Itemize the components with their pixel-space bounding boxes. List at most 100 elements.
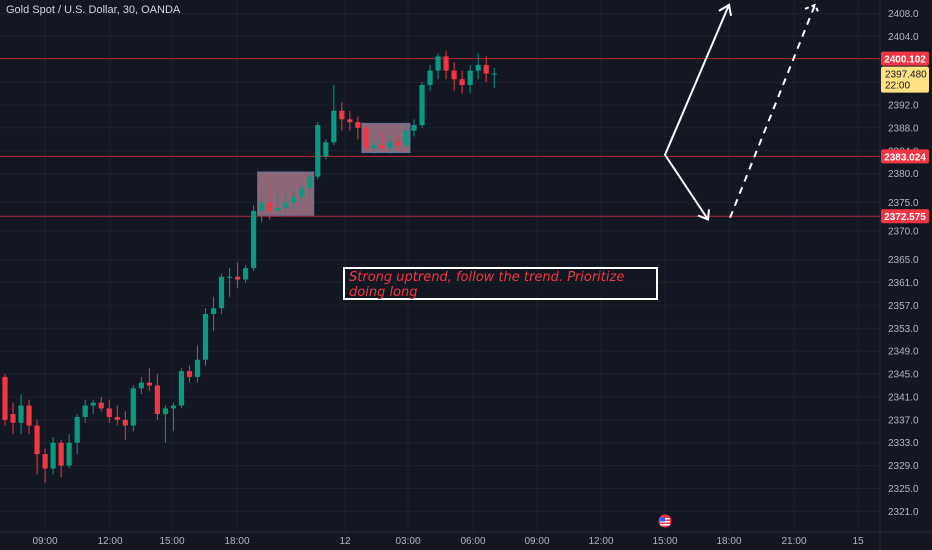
candle-body — [10, 414, 16, 423]
candle-body — [170, 405, 177, 409]
candle-body — [82, 405, 88, 417]
candle-body — [459, 79, 465, 85]
trend-annotation[interactable]: Strong uptrend, follow the trend. Priori… — [343, 267, 658, 300]
candle-body — [347, 119, 353, 123]
candle-body — [371, 145, 377, 148]
candle-body — [363, 127, 369, 148]
candle-body — [251, 210, 257, 269]
candle-body — [419, 84, 425, 126]
candle-body — [234, 276, 241, 280]
candle-body — [307, 176, 313, 189]
candle-body — [130, 388, 136, 426]
projection-arrow-solid — [663, 4, 730, 221]
candle-body — [186, 371, 193, 377]
y-tick-label: 2357.0 — [888, 301, 919, 312]
candle-body — [178, 371, 185, 406]
consolidation-box — [361, 122, 411, 154]
candle-body — [138, 382, 144, 389]
candle-body — [122, 419, 128, 426]
x-tick-label: 15:00 — [159, 536, 184, 547]
y-tick-label: 2337.0 — [888, 415, 919, 426]
arrowhead-up — [718, 3, 732, 17]
x-tick-label: 06:00 — [460, 536, 485, 547]
x-tick-label: 15 — [852, 536, 864, 547]
price-level-label-bg — [881, 209, 929, 224]
price-level-label-bg — [881, 149, 929, 164]
candle-body — [427, 70, 433, 85]
candle-body — [162, 408, 168, 415]
arrowhead-down — [697, 209, 710, 221]
y-tick-label: 2361.0 — [888, 278, 919, 289]
candle-body — [259, 202, 265, 211]
y-tick-label: 2404.0 — [888, 32, 919, 43]
candle-body — [379, 145, 385, 148]
y-tick-label: 2392.0 — [888, 101, 919, 112]
candle-body — [154, 385, 160, 415]
candle-body — [267, 202, 273, 211]
candle-body — [202, 313, 209, 360]
current-price-label-bg — [881, 66, 929, 93]
y-tick-label: 2365.0 — [888, 255, 919, 266]
x-tick-label: 12:00 — [97, 536, 122, 547]
y-tick-label: 2321.0 — [888, 507, 919, 518]
candle-body — [331, 110, 337, 143]
candle-body — [491, 73, 497, 75]
candle-body — [226, 276, 233, 278]
x-tick-label: 12:00 — [588, 536, 613, 547]
y-tick-label: 2353.0 — [888, 324, 919, 335]
candle-body — [2, 376, 8, 420]
candle-body — [467, 70, 473, 85]
candle-body — [243, 268, 249, 280]
candle-body — [66, 442, 72, 466]
candle-body — [355, 122, 361, 128]
price-level-label: 2400.102 — [884, 55, 926, 66]
candle-body — [50, 442, 56, 469]
candle-body — [411, 125, 417, 131]
candle-body — [34, 425, 40, 455]
candle-body — [435, 56, 441, 71]
price-level-label-bg — [881, 51, 929, 66]
y-tick-label: 2329.0 — [888, 461, 919, 472]
candle-body — [106, 408, 112, 417]
candle-body — [299, 188, 305, 197]
candle-body — [218, 276, 225, 309]
candle-body — [74, 416, 80, 443]
chart-title: Gold Spot / U.S. Dollar, 30, OANDA — [6, 4, 181, 16]
x-tick-label: 03:00 — [395, 536, 420, 547]
price-level-label: 2383.024 — [884, 152, 926, 163]
candle-body — [275, 208, 281, 211]
y-tick-label: 2408.0 — [888, 9, 919, 20]
candle-body — [451, 70, 457, 80]
candle-body — [323, 142, 329, 157]
candle-body — [90, 402, 96, 406]
candle-body — [291, 196, 297, 203]
candle-body — [443, 56, 449, 71]
candle-body — [42, 454, 48, 469]
y-tick-label: 2349.0 — [888, 347, 919, 358]
y-tick-label: 2325.0 — [888, 484, 919, 495]
y-tick-label: 2370.0 — [888, 226, 919, 237]
candle-body — [387, 142, 393, 148]
candle-body — [18, 405, 24, 423]
candle-body — [98, 402, 104, 409]
candle-body — [475, 64, 481, 71]
x-tick-label: 09:00 — [524, 536, 549, 547]
candle-body — [210, 308, 217, 314]
price-level-label: 2372.575 — [884, 212, 926, 223]
x-tick-label: 18:00 — [716, 536, 741, 547]
candle-body — [403, 130, 409, 146]
bar-countdown-label: 22:00 — [885, 81, 910, 92]
x-tick-label: 21:00 — [781, 536, 806, 547]
arrowhead-dashed — [804, 3, 820, 15]
y-tick-label: 2375.0 — [888, 198, 919, 209]
candle-body — [146, 382, 152, 386]
y-tick-label: 2388.0 — [888, 123, 919, 134]
candle-body — [114, 416, 120, 420]
y-tick-label: 2380.0 — [888, 169, 919, 180]
economic-event-flag-icon[interactable] — [656, 514, 674, 528]
current-price-label: 2397.480 — [885, 70, 927, 81]
x-tick-label: 09:00 — [32, 536, 57, 547]
candle-body — [26, 405, 32, 426]
candle-body — [194, 359, 201, 377]
